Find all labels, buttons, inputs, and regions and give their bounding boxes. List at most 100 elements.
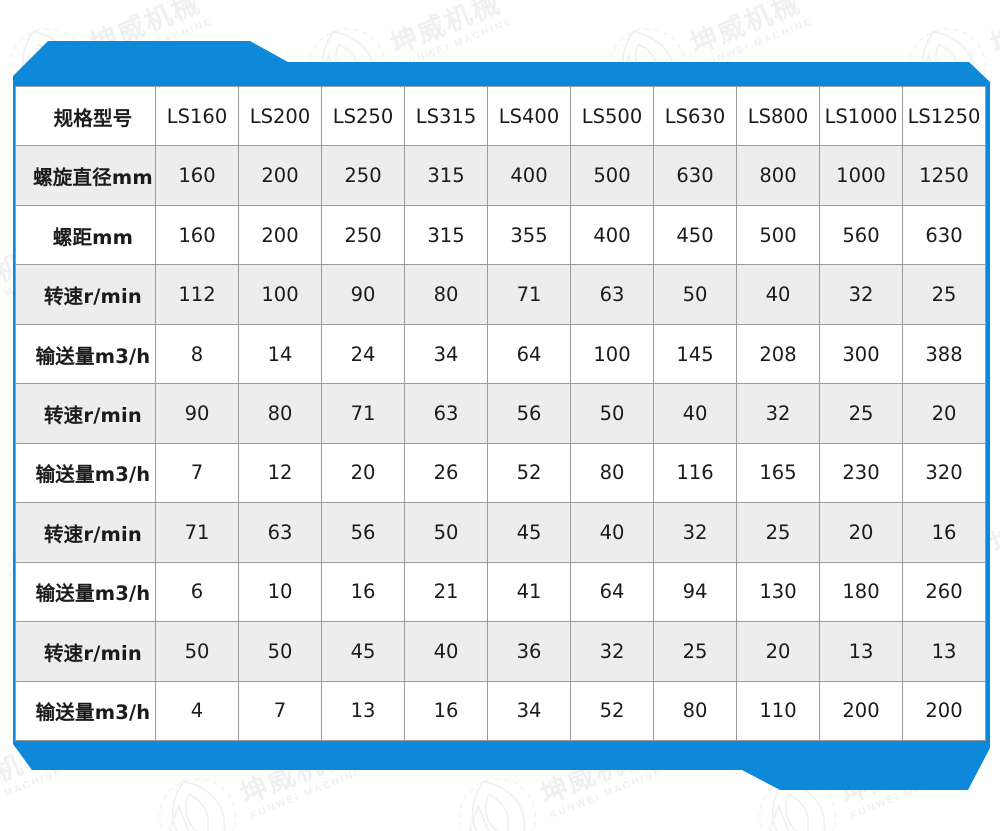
- watermark-cn-text: 坤威机械: [986, 488, 1000, 561]
- table-data-cell: 63: [404, 383, 488, 444]
- watermark-cn-text: 坤威机械: [686, 0, 806, 61]
- table-data-cell: 80: [404, 264, 488, 325]
- table-row: 转速r/min 50 50 45 40 36 32 25 20 13 13: [15, 621, 986, 682]
- header-model-cell: LS160: [155, 85, 239, 147]
- watermark-cn-text: 坤威机械: [236, 738, 356, 811]
- watermark-cn-text: 坤威机械: [536, 738, 656, 811]
- table-data-cell: 16: [404, 680, 488, 742]
- table-data-cell: 110: [736, 680, 820, 742]
- header-model-cell: LS1250: [902, 85, 986, 147]
- watermark-en-text: KUNWEI MACHINE: [0, 766, 65, 822]
- table-data-cell: 20: [321, 442, 405, 504]
- table-data-cell: 100: [238, 264, 322, 325]
- table-data-cell: 56: [321, 502, 405, 563]
- table-data-cell: 32: [653, 502, 737, 563]
- header-model-cell: LS315: [404, 85, 488, 147]
- table-data-cell: 45: [321, 621, 405, 682]
- table-data-cell: 800: [736, 145, 820, 206]
- table-row: 转速r/min 112 100 90 80 71 63 50 40 32 25: [15, 264, 986, 325]
- table-data-cell: 230: [819, 442, 903, 504]
- table-header-row: 规格型号 LS160 LS200 LS250 LS315 LS400 LS500 LS630 L…: [15, 85, 986, 147]
- watermark-en-text: KUNWEI MACHINE: [548, 766, 665, 822]
- watermark-en-text: KUNWEI MACHINE: [698, 16, 815, 72]
- table-data-cell: 71: [487, 264, 571, 325]
- table-data-cell: 250: [321, 145, 405, 206]
- table-data-cell: 200: [238, 145, 322, 206]
- table-data-cell: 63: [238, 502, 322, 563]
- row-label-cell: 转速r/min: [15, 383, 156, 444]
- table-data-cell: 40: [653, 383, 737, 444]
- table-row: 输送量m3/h 7 12 20 26 52 80 116 165 230 320: [15, 442, 986, 504]
- watermark-en-text: KUNWEI MACHINE: [398, 16, 515, 72]
- table-row: 输送量m3/h 8 14 24 34 64 100 145 208 300 388: [15, 323, 986, 385]
- table-data-cell: 630: [902, 204, 986, 266]
- table-data-cell: 36: [487, 621, 571, 682]
- table-data-cell: 200: [819, 680, 903, 742]
- table-data-cell: 500: [570, 145, 654, 206]
- table-data-cell: 50: [570, 383, 654, 444]
- table-data-cell: 90: [155, 383, 239, 444]
- table-data-cell: 100: [570, 323, 654, 385]
- table-data-cell: 6: [155, 561, 239, 623]
- spec-table-body: 规格型号 LS160 LS200 LS250 LS315 LS400 LS500 LS630 L…: [15, 85, 986, 742]
- watermark-en-text: KUNWEI MACHINE: [248, 766, 365, 822]
- header-model-cell: LS250: [321, 85, 405, 147]
- table-data-cell: 71: [321, 383, 405, 444]
- table-data-cell: 315: [404, 145, 488, 206]
- watermark-en-text: KUNWEI MACHINE: [98, 16, 215, 72]
- table-data-cell: 25: [819, 383, 903, 444]
- table-data-cell: 50: [653, 264, 737, 325]
- table-data-cell: 94: [653, 561, 737, 623]
- table-data-cell: 10: [238, 561, 322, 623]
- table-row: 输送量m3/h 6 10 16 21 41 64 94 130 180 260: [15, 561, 986, 623]
- kunwei-logo-icon: [142, 761, 254, 831]
- table-data-cell: 71: [155, 502, 239, 563]
- table-data-cell: 80: [238, 383, 322, 444]
- table-data-cell: 400: [570, 204, 654, 266]
- table-data-cell: 40: [570, 502, 654, 563]
- table-data-cell: 200: [902, 680, 986, 742]
- table-data-cell: 63: [570, 264, 654, 325]
- table-row: 螺旋直径mm 160 200 250 315 400 500 630 800 1000 1250: [15, 145, 986, 206]
- table-data-cell: 32: [819, 264, 903, 325]
- row-label-cell: 螺距mm: [15, 204, 156, 266]
- table-data-cell: 64: [487, 323, 571, 385]
- table-data-cell: 40: [736, 264, 820, 325]
- table-row: 转速r/min 90 80 71 63 56 50 40 32 25 20: [15, 383, 986, 444]
- table-data-cell: 40: [404, 621, 488, 682]
- table-data-cell: 20: [736, 621, 820, 682]
- table-data-cell: 200: [238, 204, 322, 266]
- table-data-cell: 116: [653, 442, 737, 504]
- table-data-cell: 64: [570, 561, 654, 623]
- table-data-cell: 112: [155, 264, 239, 325]
- header-label-cell: 规格型号: [15, 85, 156, 147]
- table-data-cell: 145: [653, 323, 737, 385]
- table-data-cell: 41: [487, 561, 571, 623]
- table-data-cell: 50: [155, 621, 239, 682]
- watermark-cn-text: 坤威机械: [986, 0, 1000, 61]
- table-data-cell: 50: [238, 621, 322, 682]
- table-data-cell: 260: [902, 561, 986, 623]
- table-data-cell: 355: [487, 204, 571, 266]
- table-data-cell: 320: [902, 442, 986, 504]
- table-data-cell: 1000: [819, 145, 903, 206]
- table-data-cell: 20: [902, 383, 986, 444]
- row-label-cell: 输送量m3/h: [15, 561, 156, 623]
- table-data-cell: 56: [487, 383, 571, 444]
- table-row: 螺距mm 160 200 250 315 355 400 450 500 560 630: [15, 204, 986, 266]
- header-model-cell: LS800: [736, 85, 820, 147]
- row-label-cell: 输送量m3/h: [15, 323, 156, 385]
- table-data-cell: 300: [819, 323, 903, 385]
- table-data-cell: 400: [487, 145, 571, 206]
- table-row: 转速r/min 71 63 56 50 45 40 32 25 20 16: [15, 502, 986, 563]
- table-data-cell: 80: [570, 442, 654, 504]
- table-data-cell: 21: [404, 561, 488, 623]
- table-data-cell: 32: [570, 621, 654, 682]
- table-data-cell: 25: [736, 502, 820, 563]
- table-data-cell: 26: [404, 442, 488, 504]
